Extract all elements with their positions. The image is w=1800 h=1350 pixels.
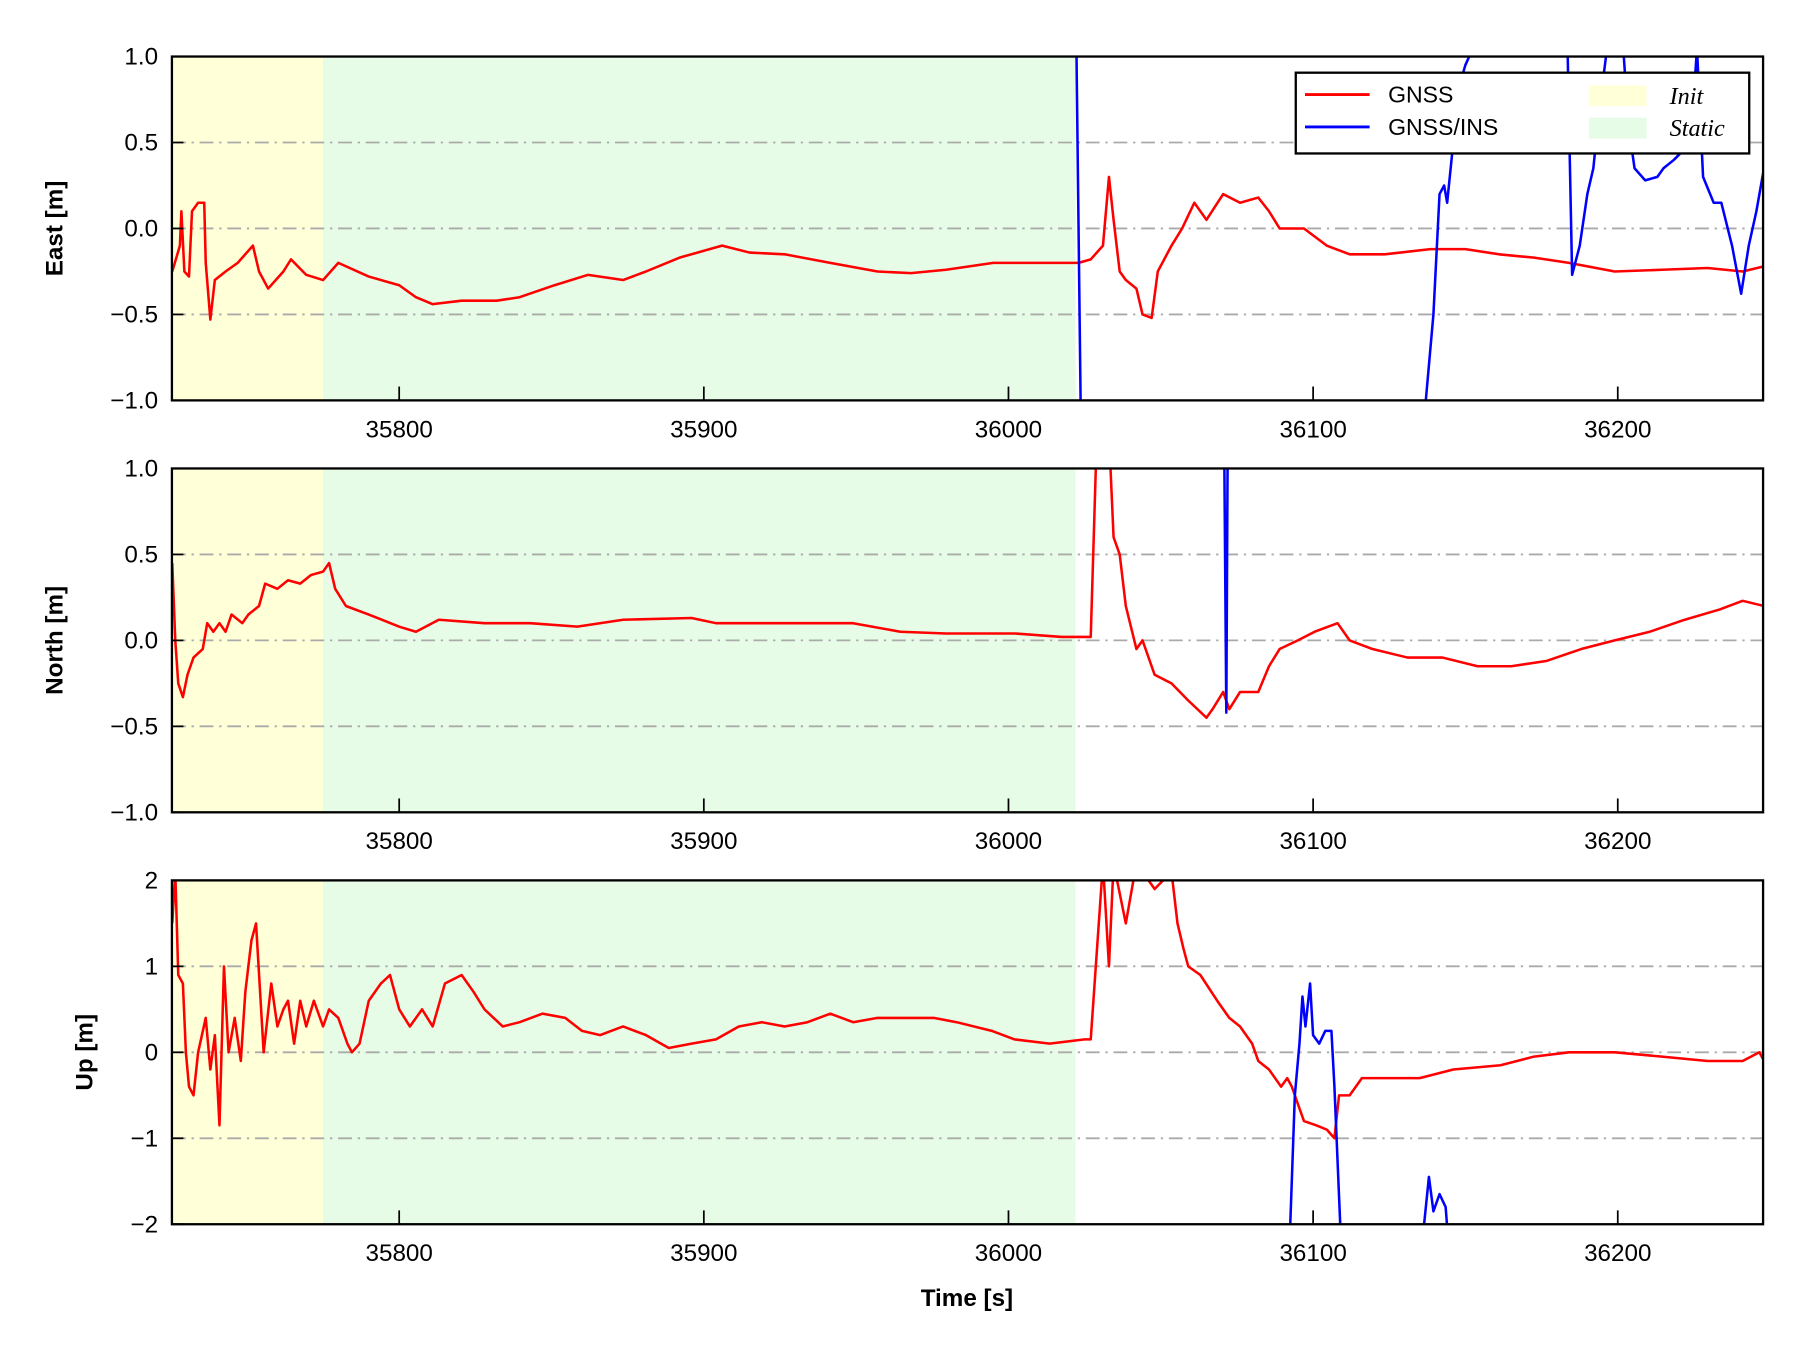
y-tick-label: −1.0 bbox=[110, 387, 158, 414]
panel-1: 35800 35900 36000 36100 36200 1.0 0.5 0.0 −0.5 −1… bbox=[41, 456, 1765, 855]
x-tick-label: 36100 bbox=[1279, 416, 1346, 443]
x-tick-label: 35800 bbox=[366, 828, 433, 855]
y-tick-label: 0.0 bbox=[124, 216, 158, 243]
series-gnss-line bbox=[171, 468, 1764, 719]
y-axis-label: Up [m] bbox=[71, 1014, 98, 1091]
x-tick-label: 35800 bbox=[366, 416, 433, 443]
x-tick-label: 36000 bbox=[975, 1240, 1042, 1267]
y-tick-label: 1.0 bbox=[124, 44, 158, 71]
x-tick-label: 36200 bbox=[1584, 828, 1651, 855]
x-tick-label: 35900 bbox=[670, 1240, 737, 1267]
legend: GNSS GNSS/INS Init Static bbox=[1294, 71, 1751, 155]
y-tick-label: 0.0 bbox=[124, 627, 158, 654]
x-tick-label: 36200 bbox=[1584, 416, 1651, 443]
legend-gnss-label: GNSS bbox=[1388, 82, 1453, 108]
x-tick-label: 36000 bbox=[975, 416, 1042, 443]
x-tick-label: 35900 bbox=[670, 828, 737, 855]
y-tick-label: 1.0 bbox=[124, 456, 158, 483]
legend-static-label: Static bbox=[1670, 115, 1725, 142]
panel-2: 35800 35900 36000 36100 36200 2 1 0 −1 −2 Up [m] bbox=[71, 867, 1765, 1267]
x-tick-label: 35800 bbox=[366, 1240, 433, 1267]
series-gnss-ins-line bbox=[1288, 982, 1449, 1225]
x-tick-label: 36000 bbox=[975, 828, 1042, 855]
series-gnss-line bbox=[171, 175, 1764, 321]
legend-static-swatch bbox=[1588, 117, 1647, 139]
y-tick-label: 1 bbox=[145, 953, 158, 980]
y-tick-label: −0.5 bbox=[110, 302, 158, 329]
y-tick-label: 0 bbox=[145, 1039, 158, 1066]
x-tick-label: 35900 bbox=[670, 416, 737, 443]
y-tick-label: −1.0 bbox=[110, 799, 158, 826]
legend-init-label: Init bbox=[1669, 83, 1705, 110]
y-tick-label: −1 bbox=[130, 1125, 158, 1152]
panel-0: 35800 35900 36000 36100 36200 1.0 0.5 0.0 −0.5 −1… bbox=[41, 44, 1765, 443]
x-tick-label: 36100 bbox=[1279, 828, 1346, 855]
series-gnss-line bbox=[171, 880, 1764, 1140]
legend-box bbox=[1294, 71, 1751, 155]
y-axis-label: East [m] bbox=[41, 181, 68, 277]
legend-init-swatch bbox=[1588, 85, 1647, 107]
y-tick-label: −0.5 bbox=[110, 713, 158, 740]
legend-gnss-ins-label: GNSS/INS bbox=[1388, 114, 1498, 140]
y-axis-label: North [m] bbox=[41, 586, 68, 695]
y-tick-label: −2 bbox=[130, 1211, 158, 1238]
series-gnss-ins-line bbox=[1223, 468, 1229, 714]
y-tick-label: 2 bbox=[145, 867, 158, 894]
x-tick-label: 36200 bbox=[1584, 1240, 1651, 1267]
x-axis-label: Time [s] bbox=[921, 1285, 1013, 1312]
y-tick-label: 0.5 bbox=[124, 542, 158, 569]
y-tick-label: 0.5 bbox=[124, 130, 158, 157]
x-tick-label: 36100 bbox=[1279, 1240, 1346, 1267]
